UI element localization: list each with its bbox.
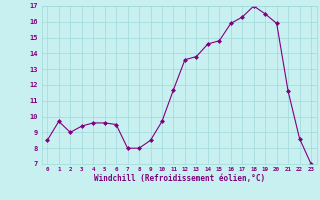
X-axis label: Windchill (Refroidissement éolien,°C): Windchill (Refroidissement éolien,°C)	[94, 174, 265, 183]
